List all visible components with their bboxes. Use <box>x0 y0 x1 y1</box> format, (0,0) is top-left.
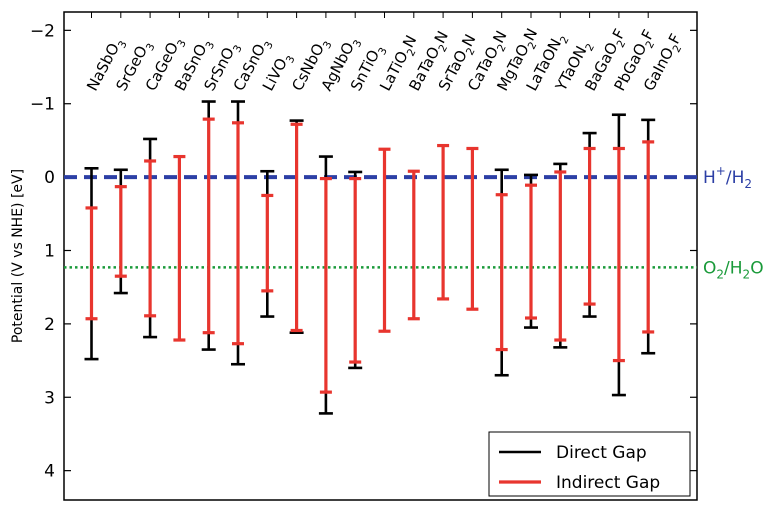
y-tick-label: −2 <box>30 21 55 41</box>
y-tick-label: 1 <box>44 241 55 261</box>
indirect-gap-bar <box>202 117 215 335</box>
indirect-gap-bar <box>407 169 420 321</box>
indirect-gap-bar <box>173 154 186 342</box>
oxygen-reference-label: O2/H2O <box>703 258 764 281</box>
y-tick-label: 2 <box>44 315 55 335</box>
indirect-gap-bar <box>378 147 391 333</box>
y-tick-label: 3 <box>44 388 55 408</box>
indirect-gap-bar <box>466 146 479 311</box>
indirect-gap-bar <box>261 193 274 293</box>
indirect-gap-bar <box>583 146 596 306</box>
indirect-gap-bar <box>642 140 655 334</box>
indirect-gap-bar <box>114 185 127 278</box>
plot-frame <box>63 11 698 501</box>
y-tick-label: −1 <box>30 95 55 115</box>
y-tick-label: 4 <box>44 462 55 482</box>
y-tick-label: 0 <box>44 168 55 188</box>
indirect-gap-bar <box>319 176 332 394</box>
indirect-gap-bar <box>554 170 567 342</box>
legend-box <box>488 431 691 497</box>
y-axis: −2 −1 0 1 2 3 4 <box>30 21 697 482</box>
indirect-gap-bar <box>525 183 537 320</box>
indirect-gap-bar <box>612 146 625 363</box>
indirect-gap-bar <box>85 206 98 321</box>
indirect-gap-bar <box>437 143 450 301</box>
y-axis-label: Potential (V vs NHE) [eV] <box>10 169 26 343</box>
legend-label: Indirect Gap <box>556 473 660 493</box>
hydrogen-reference-label: H+/H2 <box>703 164 752 191</box>
legend: Direct Gap Indirect Gap <box>488 431 691 497</box>
indirect-gap-bar <box>144 159 157 318</box>
indirect-gap-bar <box>232 121 244 346</box>
legend-label: Direct Gap <box>556 443 647 463</box>
indirect-gap-bar <box>349 176 362 364</box>
indirect-gap-bar <box>290 122 303 333</box>
indirect-gap-bar <box>495 193 508 352</box>
